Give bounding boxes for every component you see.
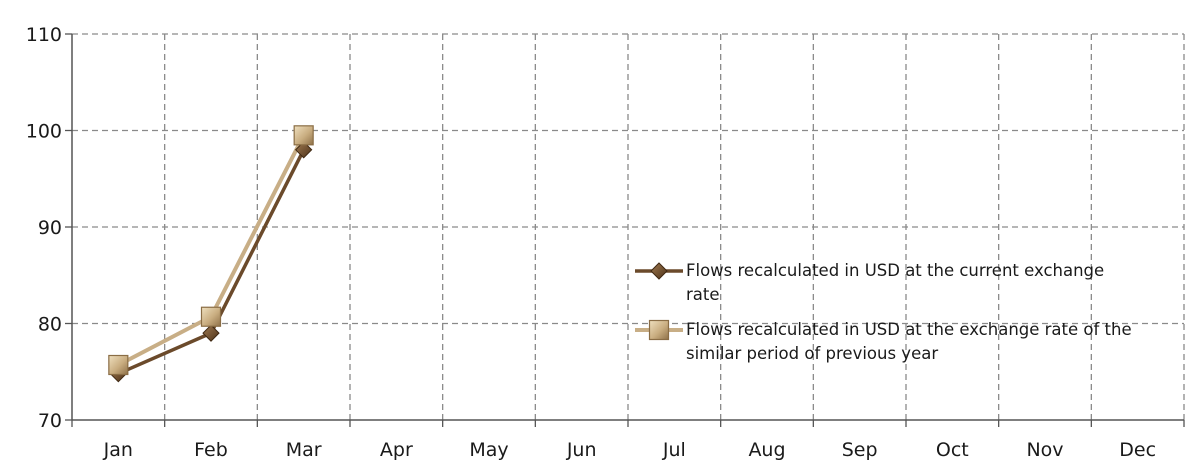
x-tick-label: Sep bbox=[842, 439, 878, 461]
x-tick-label: Jan bbox=[103, 439, 133, 461]
x-tick-label: Feb bbox=[194, 439, 228, 461]
x-tick-label: Jun bbox=[566, 439, 597, 461]
axes bbox=[65, 33, 1185, 427]
x-tick-label: Apr bbox=[380, 439, 413, 461]
y-tick-label: 70 bbox=[38, 410, 62, 432]
legend-label-1: Flows recalculated in USD at the current… bbox=[686, 261, 1104, 280]
x-tick-label: Jul bbox=[662, 439, 686, 461]
x-tick-label: Oct bbox=[936, 439, 969, 461]
legend-swatch-marker-2 bbox=[648, 319, 670, 341]
series-1-point bbox=[202, 324, 220, 342]
legend-label-1: rate bbox=[686, 285, 720, 304]
x-tick-label: Mar bbox=[286, 439, 322, 461]
x-tick-label: May bbox=[469, 439, 508, 461]
y-tick-label: 100 bbox=[26, 121, 62, 143]
grid bbox=[72, 33, 1185, 420]
x-tick-label: Dec bbox=[1119, 439, 1156, 461]
y-tick-label: 110 bbox=[26, 24, 62, 46]
series-1-point bbox=[294, 141, 313, 159]
tick-labels: 70 80 90 100 110 Jan Feb Mar Apr May Jun Jul Aug Sep O… bbox=[26, 24, 1156, 461]
y-tick-label: 80 bbox=[38, 314, 62, 336]
series-2-point bbox=[293, 125, 314, 146]
y-tick-label: 90 bbox=[38, 217, 62, 239]
legend-swatch-marker-1 bbox=[650, 262, 668, 280]
series-2-point bbox=[108, 354, 129, 376]
legend: Flows recalculated in USD at the current… bbox=[635, 261, 1132, 363]
series bbox=[108, 125, 314, 383]
x-tick-label: Aug bbox=[748, 439, 785, 461]
x-tick-label: Nov bbox=[1026, 439, 1063, 461]
series-2-point bbox=[200, 306, 222, 327]
legend-label-2: Flows recalculated in USD at the exchang… bbox=[686, 320, 1132, 339]
legend-label-2: similar period of previous year bbox=[686, 344, 938, 363]
